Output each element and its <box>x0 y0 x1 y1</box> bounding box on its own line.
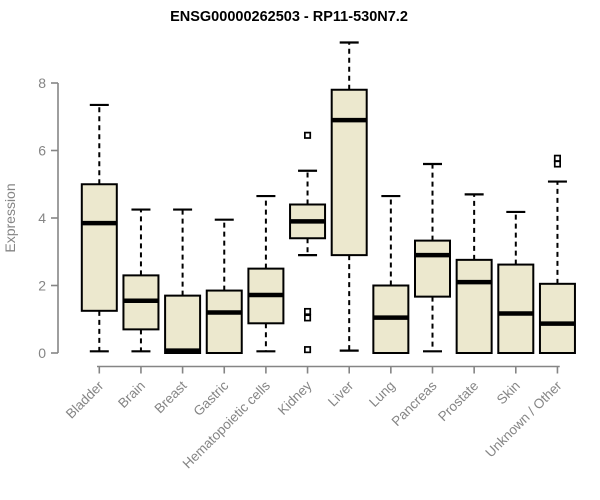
box <box>538 282 576 354</box>
y-tick-label: 2 <box>38 278 46 294</box>
box <box>164 294 202 354</box>
boxplot-bladder <box>80 103 118 353</box>
x-tick-label-unknown-other: Unknown / Other <box>482 378 565 461</box>
box <box>497 263 535 355</box>
x-tick-label-bladder: Bladder <box>63 378 107 422</box>
boxplot-brain <box>122 208 160 353</box>
outlier-point <box>553 160 562 168</box>
boxplot-prostate <box>455 193 493 355</box>
boxplot-unknown-other <box>538 154 576 354</box>
chart-title: ENSG00000262503 - RP11-530N7.2 <box>170 9 408 25</box>
boxplot-hematopoietic-cells <box>247 194 285 353</box>
box <box>205 289 243 354</box>
x-tick-label-gastric: Gastric <box>191 378 232 419</box>
x-tick-label-brain: Brain <box>115 378 148 411</box>
x-tick-label-breast: Breast <box>152 378 190 416</box>
boxplot-lung <box>372 194 410 354</box>
box <box>330 88 368 257</box>
outlier-point <box>304 346 312 354</box>
outlier-point <box>553 154 562 162</box>
outlier-point <box>304 131 312 139</box>
outlier-point <box>304 307 312 316</box>
boxplot-gastric <box>205 218 243 354</box>
box <box>80 183 118 312</box>
boxplot-kidney <box>289 131 327 354</box>
box <box>455 258 493 355</box>
y-tick-label: 0 <box>38 345 46 361</box>
x-tick-label-skin: Skin <box>494 378 523 407</box>
boxplot-pancreas <box>414 162 451 353</box>
outlier-point <box>304 314 312 322</box>
x-tick-label-pancreas: Pancreas <box>389 378 440 429</box>
x-tick-label-liver: Liver <box>325 378 357 410</box>
y-tick-label: 4 <box>38 210 46 226</box>
y-tick-label: 8 <box>38 75 46 91</box>
boxplot-skin <box>497 210 535 355</box>
y-tick-label: 6 <box>38 143 46 159</box>
y-axis-label: Expression <box>2 183 18 252</box>
boxplot-breast <box>164 208 202 354</box>
x-tick-label-lung: Lung <box>366 378 398 410</box>
x-tick-label-prostate: Prostate <box>435 378 481 424</box>
box <box>414 239 451 298</box>
x-tick-label-kidney: Kidney <box>275 378 315 418</box>
boxplot-liver <box>330 41 368 352</box>
